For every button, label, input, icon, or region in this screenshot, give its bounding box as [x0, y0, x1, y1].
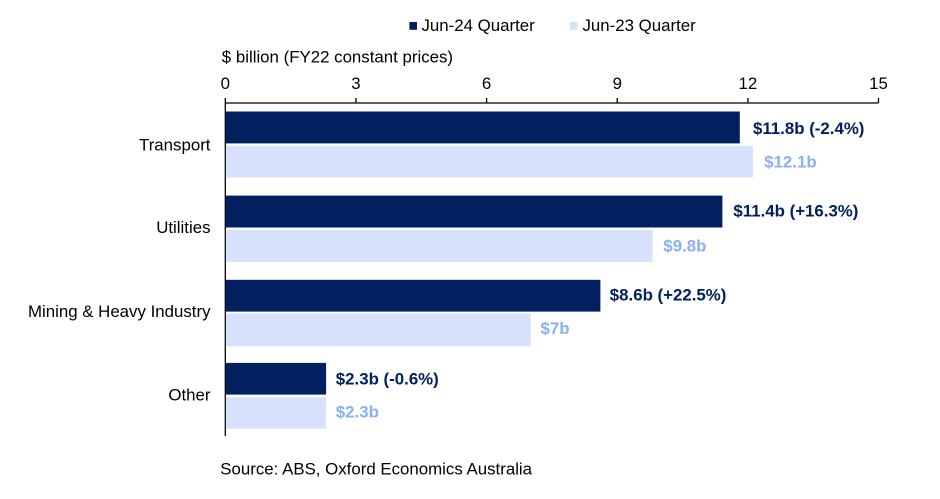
- svg-text:$8.6b (+22.5%): $8.6b (+22.5%): [610, 286, 727, 305]
- svg-text:Utilities: Utilities: [156, 218, 210, 237]
- svg-text:Transport: Transport: [139, 135, 211, 154]
- svg-text:$11.4b (+16.3%): $11.4b (+16.3%): [733, 201, 858, 220]
- svg-text:$2.3b: $2.3b: [336, 402, 379, 421]
- svg-text:15: 15: [869, 74, 888, 93]
- svg-text:Mining & Heavy Industry: Mining & Heavy Industry: [28, 302, 211, 321]
- svg-text:9: 9: [613, 74, 622, 93]
- svg-text:12: 12: [739, 74, 758, 93]
- svg-text:$7b: $7b: [541, 319, 570, 338]
- svg-text:Other: Other: [168, 385, 211, 404]
- svg-text:Source: ABS, Oxford Economics: Source: ABS, Oxford Economics Australia: [220, 460, 532, 479]
- svg-text:$ billion (FY22 constant price: $ billion (FY22 constant prices): [222, 47, 453, 66]
- svg-text:0: 0: [221, 74, 230, 93]
- svg-text:3: 3: [351, 74, 360, 93]
- svg-text:$11.8b (-2.4%): $11.8b (-2.4%): [753, 119, 864, 138]
- svg-text:Jun-24 Quarter: Jun-24 Quarter: [422, 16, 536, 35]
- svg-text:$9.8b: $9.8b: [663, 236, 706, 255]
- svg-text:Jun-23 Quarter: Jun-23 Quarter: [583, 16, 697, 35]
- svg-text:$2.3b (-0.6%): $2.3b (-0.6%): [336, 370, 439, 389]
- svg-text:6: 6: [482, 74, 491, 93]
- svg-text:$12.1b: $12.1b: [764, 153, 816, 172]
